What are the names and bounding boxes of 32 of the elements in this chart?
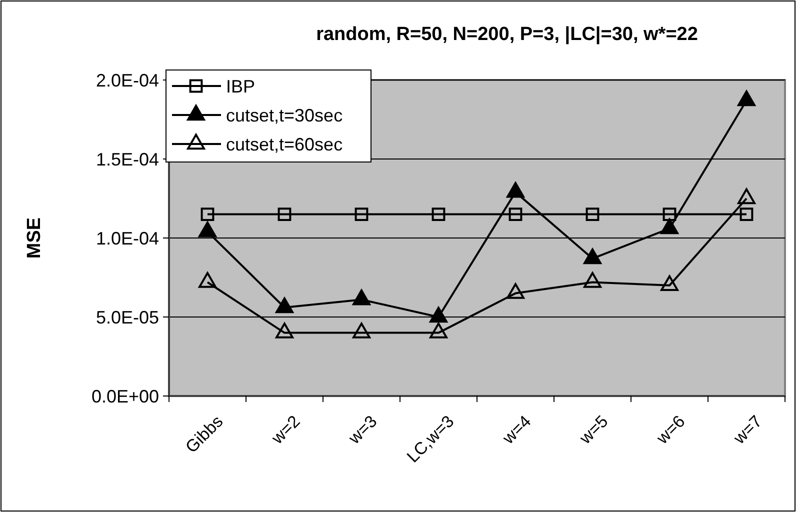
x-tick-label: w=6 [652,412,689,448]
y-tick-label: 0.0E+00 [91,386,159,406]
legend-label: cutset,t=60sec [226,134,343,154]
point [430,322,448,338]
x-tick-label: w=5 [575,412,612,448]
point [198,221,216,238]
point [660,218,678,234]
y-tick-label: 2.0E-04 [96,70,159,90]
x-tick-label: w=7 [729,412,766,448]
y-tick-label: 1.0E-04 [96,228,159,248]
point [584,248,602,264]
point [276,297,294,314]
point [738,188,756,204]
legend-label: IBP [226,76,256,96]
point [584,272,602,288]
point [352,322,370,338]
point [276,322,294,338]
x-tick-label: w=3 [344,412,381,448]
y-axis-title: MSE [24,217,45,259]
point [430,306,448,323]
x-tick-label: w=2 [267,412,304,448]
legend-label: cutset,t=30sec [226,105,343,126]
chart-title: random, R=50, N=200, P=3, |LC|=30, w*=22 [316,24,698,45]
y-tick-label: 1.5E-04 [96,149,159,170]
x-tick-label: w=4 [498,412,535,448]
point [352,289,370,306]
y-tick-label: 5.0E-05 [96,307,159,328]
point [198,272,216,288]
point [738,90,756,106]
point [660,275,678,291]
point [506,283,524,299]
point [506,182,524,198]
